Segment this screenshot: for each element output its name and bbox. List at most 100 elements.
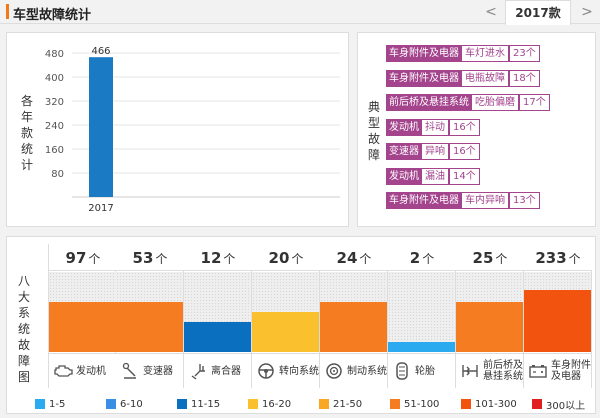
eight-systems-panel: 八大系统故障图 97 个发动机 53 个变速器 12 个离合器 20 个转向系统 24 个制动系统…: [6, 236, 596, 414]
legend-swatch: [177, 399, 187, 409]
gear-shift-icon: [120, 362, 140, 380]
system-level-area: [456, 272, 523, 352]
legend-item: 1-5: [35, 397, 65, 411]
system-level-area: [320, 272, 387, 352]
system-label: 变速器: [116, 353, 183, 388]
system-count-unit: 个: [568, 252, 581, 266]
legend-label: 101-300: [475, 398, 517, 410]
fault-issue: 异响: [422, 143, 449, 160]
system-label: 发动机: [49, 353, 116, 388]
battery-icon: [528, 362, 548, 380]
typical-fault-item[interactable]: 车身附件及电器 车内异响 13个: [386, 192, 540, 209]
fault-issue: 漏油: [422, 167, 449, 185]
header-accent: [6, 4, 9, 19]
system-column[interactable]: 2 个轮胎: [388, 244, 456, 388]
system-label: 车身附件及电器: [524, 353, 591, 388]
system-level-fill: [116, 302, 183, 352]
x-tick-label: 2017: [88, 203, 113, 214]
page-header: 车型故障统计 < 2017款 >: [0, 0, 600, 25]
system-column[interactable]: 233 个车身附件及电器: [524, 244, 592, 388]
system-column[interactable]: 12 个离合器: [184, 244, 252, 388]
year-bar-chart: 80 160 240 320 400 480 466 2017: [45, 46, 340, 214]
system-label: 轮胎: [388, 353, 455, 388]
system-count-unit: 个: [422, 252, 435, 266]
system-column[interactable]: 20 个转向系统: [252, 244, 320, 388]
y-tick-label: 320: [45, 97, 64, 108]
system-count-value: 2: [409, 249, 421, 267]
legend-swatch: [461, 399, 471, 409]
brake-disc-icon: [324, 362, 344, 380]
year-stats-label: 各年款统计: [20, 94, 33, 172]
legend-item: 51-100: [390, 397, 439, 411]
typical-faults-panel: 典型故障 车身附件及电器 车灯进水 23个 车身附件及电器 电瓶故障 18个 前后桥及悬挂系…: [357, 32, 596, 227]
fault-category: 车身附件及电器: [386, 45, 462, 62]
fault-count: 16个: [449, 143, 480, 160]
system-count: 53 个: [116, 244, 184, 271]
typical-fault-item[interactable]: 发动机 漏油 14个: [386, 167, 480, 185]
typical-fault-item[interactable]: 变速器 异响 16个: [386, 143, 480, 160]
system-count: 12 个: [184, 244, 252, 271]
typical-fault-item[interactable]: 车身附件及电器 车灯进水 23个: [386, 45, 540, 62]
system-column[interactable]: 25 个前后桥及悬挂系统: [456, 244, 524, 388]
system-level-fill: [388, 342, 455, 352]
system-level-fill: [320, 302, 387, 352]
system-name: 转向系统: [279, 365, 319, 377]
system-count-value: 97: [65, 249, 87, 267]
system-label: 制动系统: [320, 353, 387, 388]
system-column[interactable]: 53 个变速器: [116, 244, 184, 388]
typical-fault-item[interactable]: 发动机 抖动 16个: [386, 118, 480, 136]
suspension-icon: [460, 362, 480, 380]
page-title: 车型故障统计: [13, 8, 92, 23]
legend-swatch: [390, 399, 400, 409]
fault-issue: 电瓶故障: [462, 69, 509, 87]
y-tick-label: 80: [51, 169, 64, 180]
systems-grid: 97 个发动机 53 个变速器 12 个离合器 20 个转向系统 24 个制动系统 2 个轮胎 25 个前…: [48, 244, 592, 388]
y-tick-label: 160: [45, 145, 64, 156]
system-count: 20 个: [252, 244, 320, 271]
tab-year-2017[interactable]: 2017款: [505, 0, 571, 25]
system-level-fill: [524, 290, 591, 352]
color-legend: 1-5 6-10 11-15 16-20 21-50 51-100 101-300 300以上: [7, 397, 597, 412]
fault-issue: 车内异响: [462, 192, 509, 209]
fault-issue: 抖动: [422, 118, 449, 136]
fault-category: 前后桥及悬挂系统: [386, 94, 472, 111]
legend-swatch: [35, 399, 45, 409]
system-count: 25 个: [456, 244, 524, 271]
legend-label: 11-15: [191, 398, 221, 410]
legend-label: 6-10: [120, 398, 143, 410]
system-count-value: 20: [268, 249, 290, 267]
system-level-area: [524, 272, 591, 352]
next-year-button[interactable]: >: [581, 4, 593, 20]
typical-fault-item[interactable]: 前后桥及悬挂系统 吃胎偏磨 17个: [386, 94, 550, 111]
engine-icon: [53, 362, 73, 380]
legend-label: 16-20: [262, 398, 292, 410]
system-level-area: [184, 272, 251, 352]
system-level-fill: [49, 302, 116, 352]
legend-swatch: [106, 399, 116, 409]
fault-category: 发动机: [386, 118, 422, 136]
system-name: 离合器: [211, 365, 241, 377]
fault-category: 发动机: [386, 167, 422, 185]
system-count-unit: 个: [88, 252, 101, 266]
prev-year-button[interactable]: <: [485, 4, 497, 20]
system-name: 发动机: [76, 365, 106, 377]
fault-count: 14个: [449, 167, 480, 185]
fault-category: 变速器: [386, 143, 422, 160]
system-column[interactable]: 97 个发动机: [48, 244, 117, 388]
system-count: 24 个: [320, 244, 388, 271]
legend-item: 300以上: [532, 397, 585, 412]
system-level-fill: [252, 312, 319, 352]
legend-swatch: [248, 399, 258, 409]
system-name: 前后桥及悬挂系统: [483, 360, 523, 382]
y-tick-label: 480: [45, 49, 64, 60]
system-count: 233 个: [524, 244, 592, 271]
system-count-value: 53: [132, 249, 154, 267]
fault-count: 23个: [509, 45, 540, 62]
system-label: 转向系统: [252, 353, 319, 388]
typical-fault-item[interactable]: 车身附件及电器 电瓶故障 18个: [386, 69, 540, 87]
legend-label: 1-5: [49, 398, 66, 410]
legend-item: 101-300: [461, 397, 517, 411]
system-column[interactable]: 24 个制动系统: [320, 244, 388, 388]
bar-2017[interactable]: [89, 57, 113, 198]
